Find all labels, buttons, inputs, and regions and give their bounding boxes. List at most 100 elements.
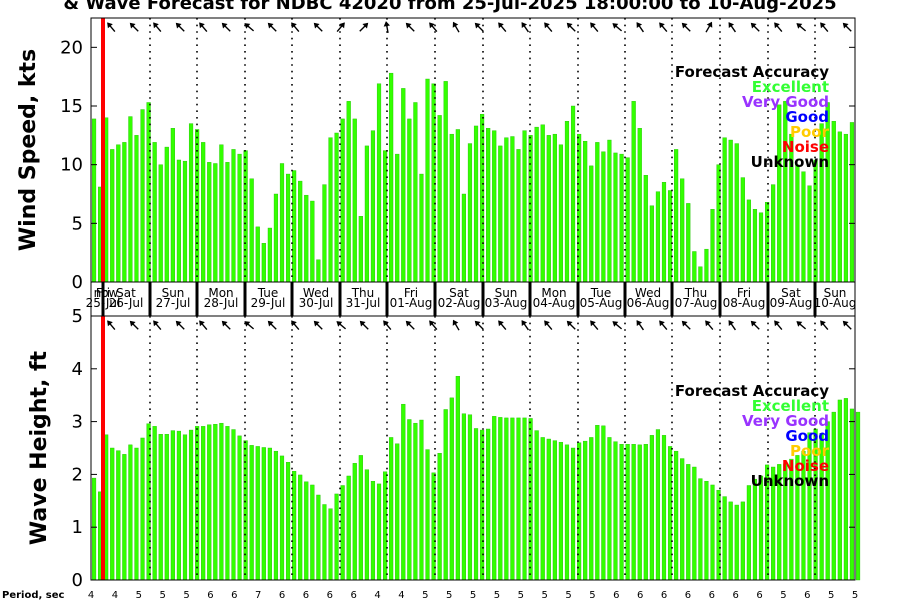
direction-arrow xyxy=(153,22,162,33)
data-bar xyxy=(389,437,394,581)
data-bar xyxy=(698,266,703,283)
arrow-head xyxy=(199,320,205,327)
arrow-head xyxy=(566,22,573,29)
data-bar xyxy=(777,104,782,283)
arrow-head xyxy=(774,22,780,29)
y-tick-label: 4 xyxy=(72,359,83,380)
data-bar xyxy=(619,153,624,283)
direction-arrow xyxy=(313,22,323,32)
y-tick-label: 1 xyxy=(72,517,83,538)
arrow-head xyxy=(107,22,113,29)
direction-arrow xyxy=(291,22,300,33)
direction-arrow xyxy=(405,22,415,32)
data-bar xyxy=(370,481,376,581)
data-bar xyxy=(304,481,309,581)
day-of-week-label: Sun xyxy=(824,286,847,300)
arrow-head xyxy=(474,320,481,327)
day-of-week-label: Sat xyxy=(116,286,136,300)
direction-arrow xyxy=(107,320,116,331)
arrow-head xyxy=(820,22,826,29)
data-bar xyxy=(152,426,157,581)
data-bar xyxy=(607,437,612,581)
arrow-head xyxy=(590,22,596,29)
data-bar xyxy=(601,425,606,581)
direction-arrow xyxy=(336,321,347,330)
direction-arrow xyxy=(750,22,760,32)
data-bar xyxy=(273,450,279,581)
data-bar xyxy=(589,165,594,283)
data-bar xyxy=(237,435,242,581)
data-bar xyxy=(637,444,642,581)
data-bar xyxy=(728,139,733,283)
period-value: 5 xyxy=(470,590,476,600)
date-label: 10-Aug xyxy=(814,296,857,310)
data-bar xyxy=(128,116,133,283)
data-bar xyxy=(546,135,551,283)
arrow-head xyxy=(636,22,643,29)
direction-arrow xyxy=(705,21,713,33)
data-bar xyxy=(552,440,557,581)
direction-arrow xyxy=(590,320,599,331)
data-bar xyxy=(546,438,551,581)
data-bar xyxy=(358,455,363,581)
direction-arrow xyxy=(452,21,460,33)
arrow-head xyxy=(175,320,182,327)
arrow-head xyxy=(842,320,849,327)
data-bar xyxy=(249,445,254,581)
data-bar xyxy=(207,162,212,283)
direction-arrow xyxy=(291,320,300,331)
data-bar xyxy=(219,144,224,283)
data-bar xyxy=(140,109,145,283)
arrow-head xyxy=(452,319,459,326)
direction-arrow xyxy=(774,320,783,331)
period-value: 7 xyxy=(255,590,261,600)
data-bar xyxy=(188,429,194,581)
direction-arrow xyxy=(474,320,484,330)
data-bar xyxy=(704,481,709,581)
period-value: 4 xyxy=(112,590,118,600)
date-label: 04-Aug xyxy=(533,296,576,310)
legend-good: Good xyxy=(785,108,829,126)
arrow-head xyxy=(452,21,459,28)
data-bar xyxy=(558,441,563,581)
day-of-week-label: Wed xyxy=(303,286,329,300)
data-bar xyxy=(831,411,836,581)
data-bar xyxy=(534,126,539,283)
data-bar xyxy=(504,137,509,283)
data-bar xyxy=(674,149,679,283)
data-bar xyxy=(370,130,376,283)
data-bar xyxy=(395,443,400,581)
direction-arrow xyxy=(681,320,691,330)
date-label: 05-Aug xyxy=(580,296,623,310)
data-bar xyxy=(158,164,163,283)
data-bar xyxy=(795,164,800,283)
data-bar xyxy=(413,102,418,283)
data-bar xyxy=(231,429,236,581)
data-bar xyxy=(273,193,279,283)
data-bar xyxy=(219,422,224,581)
data-bar xyxy=(122,142,127,283)
arrow-head xyxy=(153,320,159,327)
data-bar xyxy=(534,430,539,581)
data-bar xyxy=(637,128,642,283)
period-value: 4 xyxy=(88,590,94,600)
direction-arrow xyxy=(313,320,323,330)
y-tick-label: 20 xyxy=(60,37,83,58)
data-bar xyxy=(352,118,357,283)
data-bar xyxy=(455,129,460,283)
day-of-week-label: Wed xyxy=(635,286,661,300)
arrow-head xyxy=(291,22,297,29)
direction-arrow xyxy=(129,320,139,330)
legend-very-good: Very Good xyxy=(742,93,829,111)
legend-poor: Poor xyxy=(790,123,830,141)
period-value: 5 xyxy=(494,590,500,600)
data-bar xyxy=(334,132,339,283)
arrow-head xyxy=(405,22,412,29)
data-bar xyxy=(504,417,509,581)
data-bar xyxy=(340,118,345,283)
data-bar xyxy=(176,430,181,581)
direction-arrow xyxy=(244,321,255,330)
arrow-head xyxy=(612,321,619,327)
data-bar xyxy=(437,115,442,283)
